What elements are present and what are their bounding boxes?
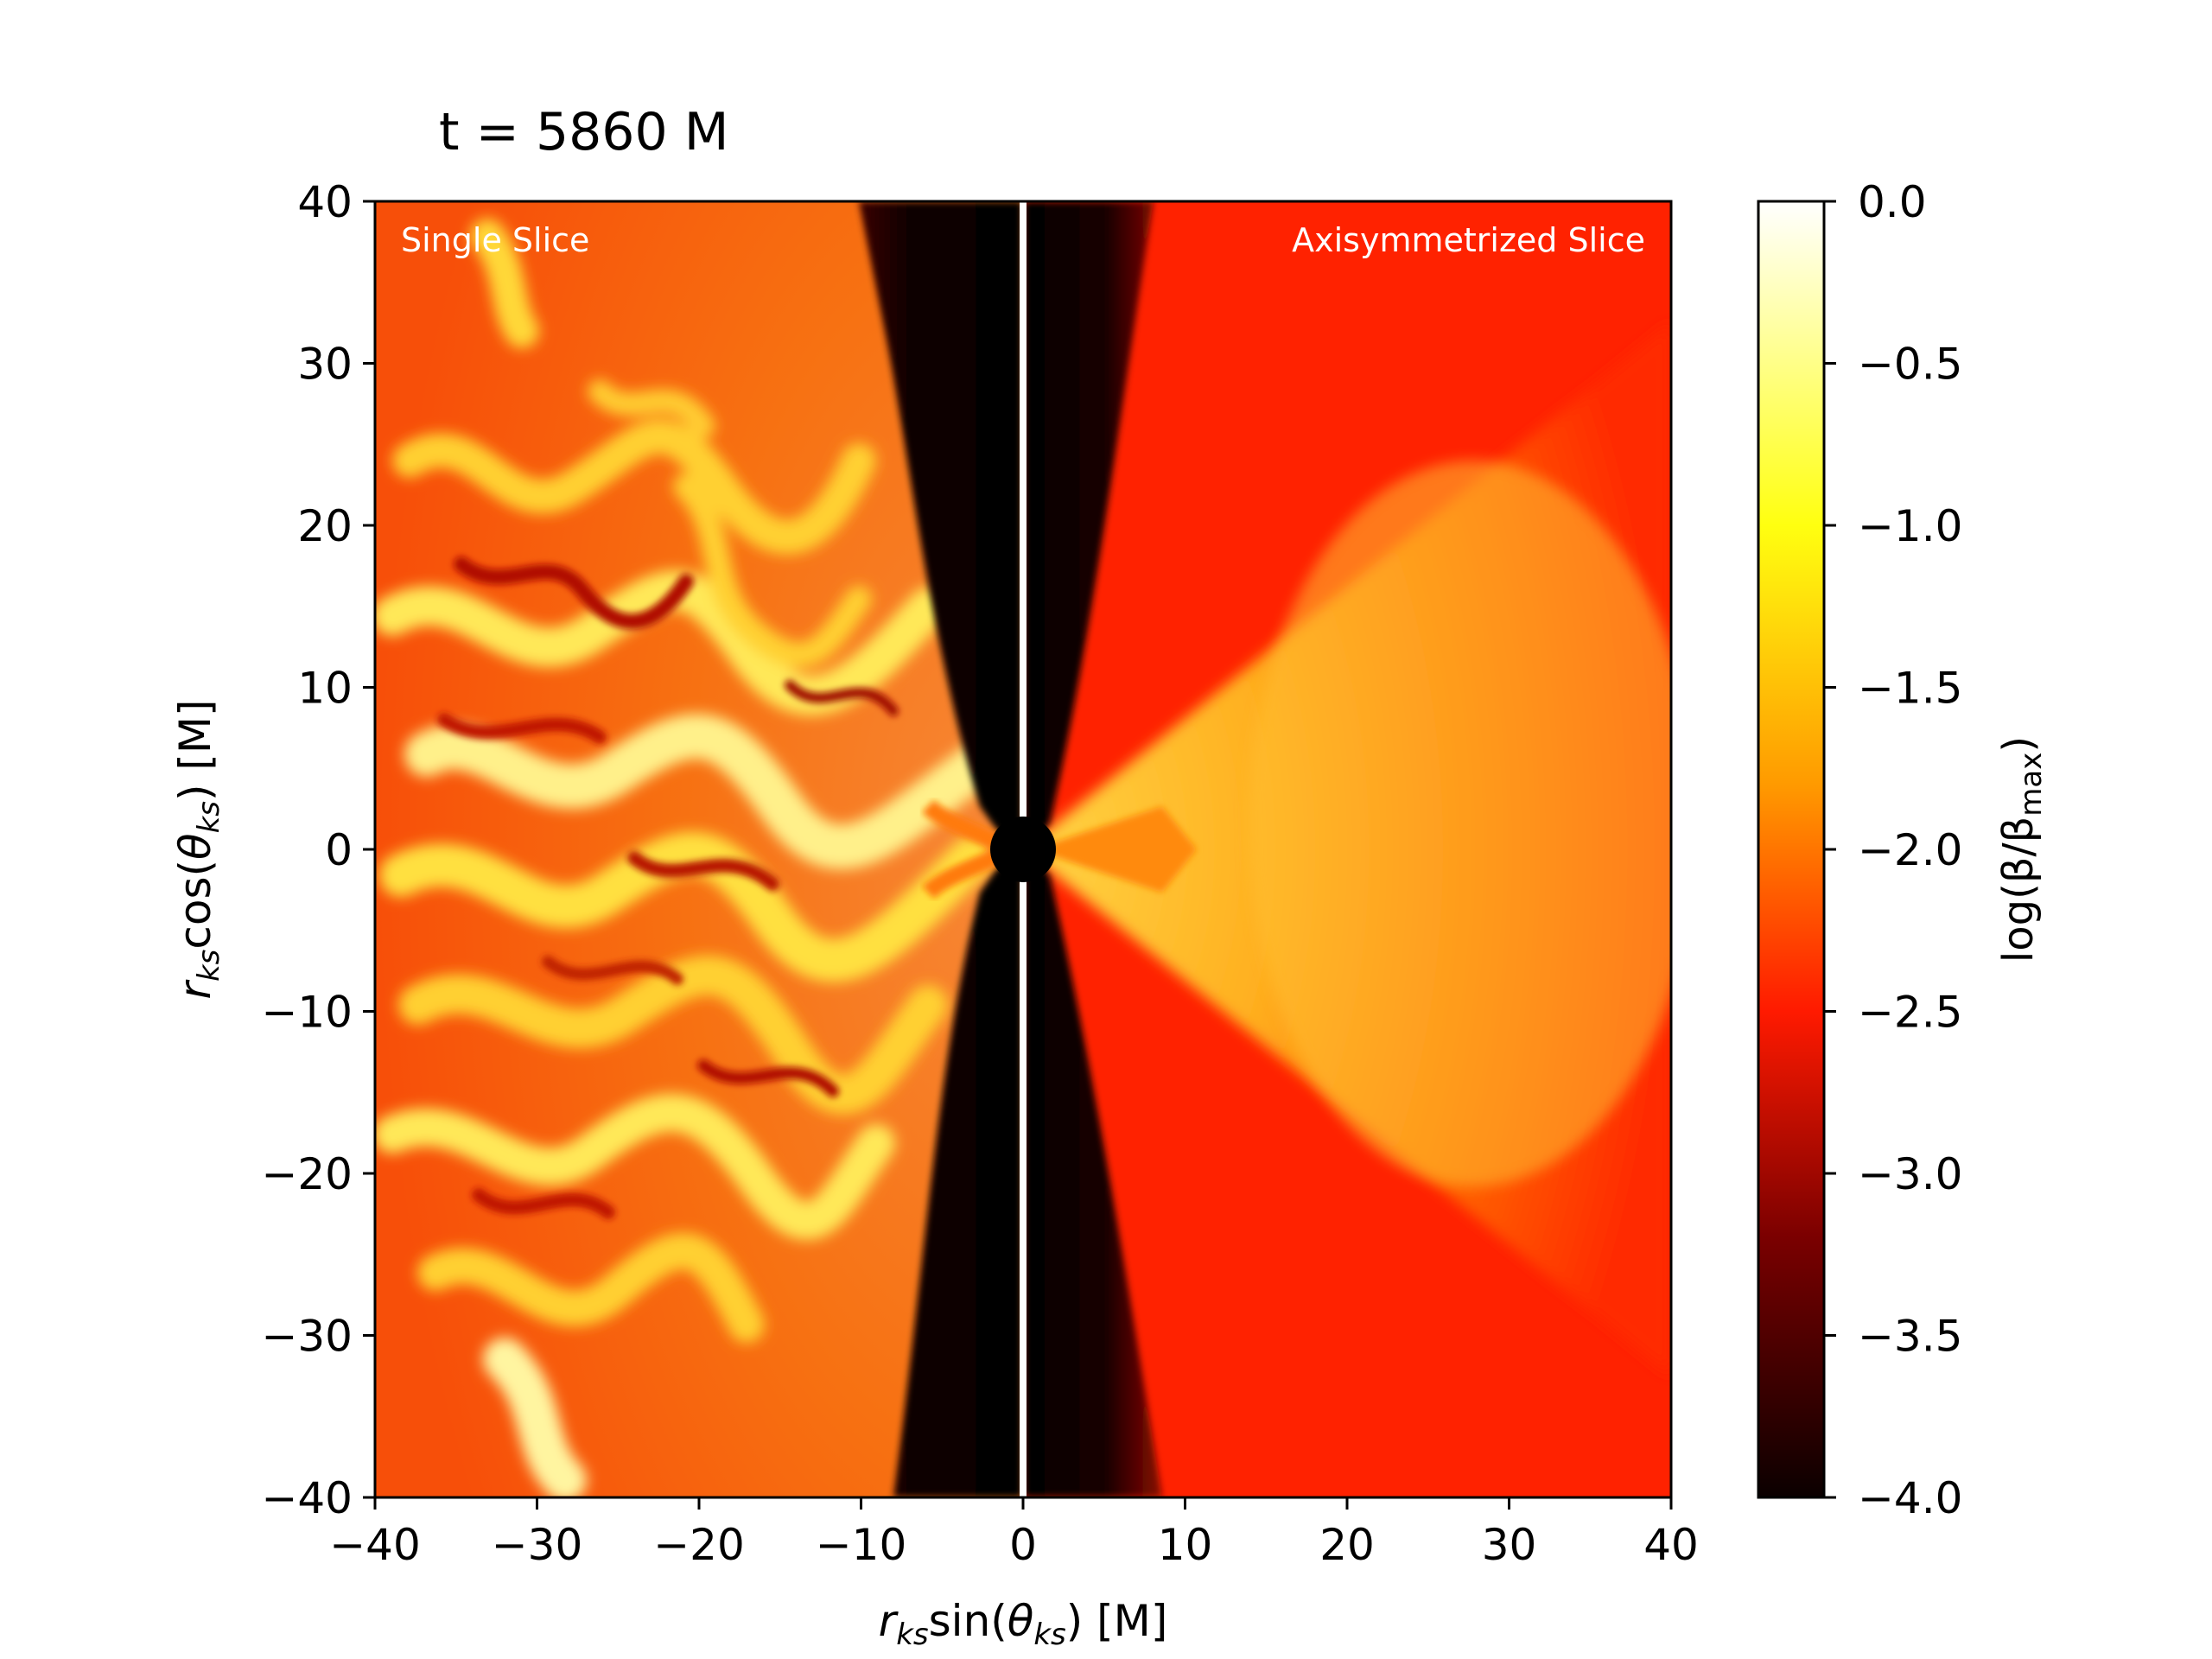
colorbar-tick-label: −2.5: [1858, 988, 1962, 1038]
y-axis-label: rkscos(θks) [M]: [170, 699, 226, 999]
y-tick-label: 10: [297, 664, 353, 714]
y-tick-label: 20: [297, 501, 353, 551]
colorbar-gradient: [1758, 201, 1824, 1497]
x-axis-label: rkssin(θks) [M]: [879, 1596, 1168, 1652]
axisymmetrized-jet-funnel: [1024, 201, 1162, 1497]
single-slice-filaments: [437, 556, 899, 1219]
y-tick-label: 30: [297, 340, 353, 390]
x-tick-label: −40: [329, 1520, 421, 1570]
y-axis: −40 −30 −20 −10 0 10 20 30 40: [261, 177, 375, 1523]
single-slice-turbulence: [375, 219, 1002, 1497]
y-tick-label: 40: [297, 177, 353, 227]
x-axis: −40 −30 −20 −10 0 10 20 30 40: [329, 1497, 1699, 1570]
colorbar-tick-label: −0.5: [1858, 340, 1962, 390]
y-tick-label: −40: [261, 1473, 353, 1523]
axisymmetrized-slice-panel: [1024, 201, 1671, 1497]
axisymmetrized-inner-disk: [1033, 806, 1197, 893]
colorbar-tick-label: −3.5: [1858, 1312, 1962, 1362]
panel-label-single-slice: Single Slice: [401, 221, 589, 259]
single-slice-jet-funnel: [859, 201, 1022, 1497]
colorbar-tick-label: 0.0: [1858, 177, 1927, 227]
colorbar-tick-label: −3.0: [1858, 1149, 1962, 1199]
colorbar-ticks: 0.0 −0.5 −1.0 −1.5 −2.0 −2.5 −3.0 −3.5 −4.0: [1824, 177, 1962, 1523]
x-tick-label: 30: [1482, 1520, 1537, 1570]
chart-title: t = 5860 M: [439, 102, 728, 162]
x-tick-label: −10: [816, 1520, 907, 1570]
plot-area: Single Slice Axisymmetrized Slice −40 −30…: [261, 177, 1698, 1570]
colorbar-tick-label: −1.5: [1858, 664, 1962, 714]
y-tick-label: −30: [261, 1312, 353, 1362]
x-tick-label: −30: [492, 1520, 583, 1570]
colorbar: 0.0 −0.5 −1.0 −1.5 −2.0 −2.5 −3.0 −3.5 −4.0: [1757, 177, 1962, 1523]
colorbar-tick-label: −1.0: [1858, 501, 1962, 551]
colorbar-tick-label: −4.0: [1858, 1473, 1962, 1523]
x-tick-label: 20: [1319, 1520, 1375, 1570]
x-tick-label: 40: [1643, 1520, 1699, 1570]
x-tick-label: −20: [653, 1520, 745, 1570]
y-tick-label: −20: [261, 1149, 353, 1199]
y-tick-label: 0: [325, 825, 353, 875]
x-tick-label: 0: [1009, 1520, 1037, 1570]
panel-label-axisymmetrized-slice: Axisymmetrized Slice: [1292, 221, 1645, 259]
colorbar-label: log(β/βmax): [1994, 736, 2049, 963]
y-tick-label: −10: [261, 988, 353, 1038]
colorbar-tick-label: −2.0: [1858, 825, 1962, 875]
axisymmetrized-disk-core: [1249, 461, 1671, 1186]
single-slice-panel: [375, 201, 1022, 1497]
x-tick-label: 10: [1158, 1520, 1213, 1570]
black-hole: [990, 817, 1056, 882]
